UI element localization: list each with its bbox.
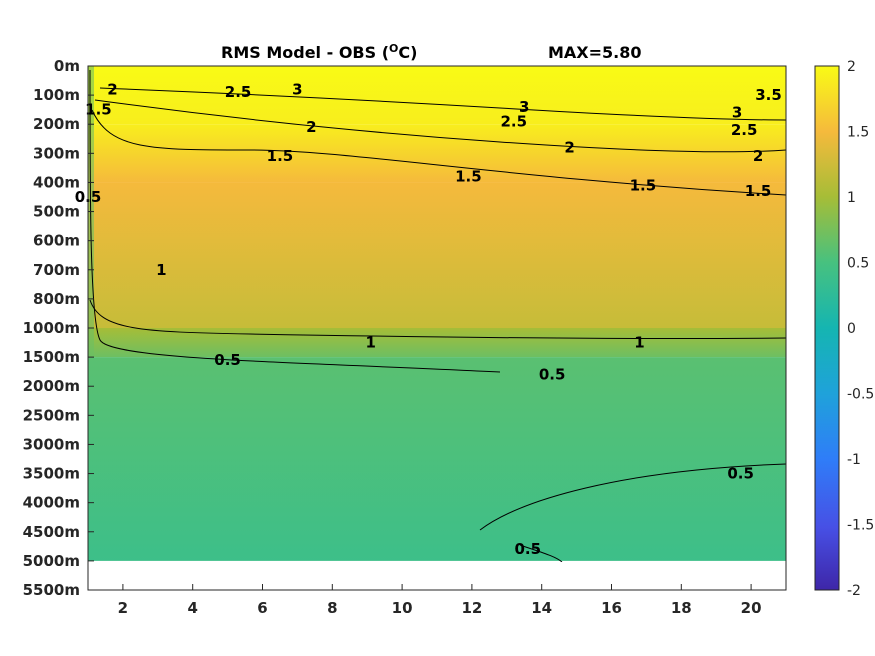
x-tick-label: 18 — [671, 599, 692, 617]
y-tick-label: 1000m — [23, 319, 80, 337]
contour-label: 2 — [753, 147, 763, 165]
contour-label: 1.5 — [455, 168, 482, 186]
max-label: MAX=5.80 — [548, 43, 642, 62]
y-axis: 0m 100m 200m 300m 400m 500m 600m 700m 800m 1000m 1… — [23, 57, 94, 599]
contour-label: 1.5 — [267, 147, 294, 165]
x-tick-label: 2 — [118, 599, 128, 617]
contour-label: 1 — [634, 334, 644, 352]
chart-title: RMS Model - OBS (OC) — [221, 42, 417, 62]
contour-1-5 — [91, 109, 786, 196]
y-tick-label: 500m — [33, 203, 80, 221]
x-axis: 2 4 6 8 10 12 14 16 18 20 — [118, 584, 762, 617]
y-tick-label: 100m — [33, 86, 80, 104]
contour-label: 2 — [564, 139, 574, 157]
contour-label: 1.5 — [85, 101, 112, 119]
contour-label: 3 — [732, 104, 742, 122]
x-tick-label: 4 — [187, 599, 197, 617]
colorbar-tick-label: 0 — [847, 321, 856, 337]
contour-label: 1.5 — [745, 182, 772, 200]
contour-1-top — [89, 299, 786, 340]
x-tick-label: 12 — [461, 599, 482, 617]
x-tick-label: 16 — [601, 599, 622, 617]
contour-lines — [89, 69, 786, 562]
heatmap-band — [88, 182, 786, 328]
contour-label: 3.5 — [755, 86, 782, 104]
contour-label: 3 — [519, 98, 529, 116]
contour-label: 2 — [107, 80, 117, 98]
y-tick-label: 2500m — [23, 406, 80, 424]
x-tick-label: 10 — [392, 599, 413, 617]
y-tick-label: 5500m — [23, 581, 80, 599]
colorbar-tick-label: 1.5 — [847, 125, 869, 141]
colorbar-tick-label: 1 — [847, 190, 856, 206]
x-tick-label: 20 — [741, 599, 762, 617]
heatmap-band — [88, 357, 786, 561]
x-tick-label: 8 — [327, 599, 337, 617]
y-tick-label: 800m — [33, 290, 80, 308]
contour-label: 2.5 — [500, 112, 527, 130]
contour-label: 0.5 — [514, 540, 541, 558]
x-tick-label: 14 — [531, 599, 552, 617]
colorbar-tick-label: -2 — [847, 583, 861, 599]
y-tick-label: 600m — [33, 232, 80, 250]
heatmap-band — [88, 66, 786, 125]
title-unit-sup: O — [389, 42, 398, 55]
colorbar-tick-label: -0.5 — [847, 387, 874, 403]
contour-0-5-upper — [89, 69, 501, 373]
contour-2 — [94, 99, 786, 153]
y-tick-label: 5000m — [23, 552, 80, 570]
y-tick-label: 3500m — [23, 465, 80, 483]
contour-label: 0.5 — [539, 366, 566, 384]
contour-label: 1 — [156, 261, 166, 279]
y-tick-label: 700m — [33, 261, 80, 279]
y-tick-label: 2000m — [23, 377, 80, 395]
contour-label: 2 — [306, 118, 316, 136]
colorbar-tick-label: -1 — [847, 452, 861, 468]
contour-label: 1.5 — [630, 176, 657, 194]
colorbar — [814, 65, 840, 591]
y-tick-label: 0m — [54, 57, 80, 75]
x-tick-label: 6 — [257, 599, 267, 617]
colorbar-ticks: 2 1.5 1 0.5 0 -0.5 -1 -1.5 -2 — [847, 59, 874, 599]
contour-2-5 — [99, 87, 786, 121]
y-tick-label: 1500m — [23, 348, 80, 366]
contour-label: 1 — [365, 334, 375, 352]
heatmap-field — [88, 66, 786, 561]
contour-0-5-lower — [479, 463, 786, 531]
contour-labels: 2.5 332.5 33.52.522 21.51.5 1.5 1.51 10.50.50.… — [75, 80, 782, 558]
colorbar-tick-label: -1.5 — [847, 518, 874, 534]
colorbar-tick-label: 0.5 — [847, 256, 869, 272]
contour-label: 3 — [292, 80, 302, 98]
y-tick-label: 4500m — [23, 523, 80, 541]
contour-label: 0.5 — [727, 465, 754, 483]
contour-label: 2.5 — [225, 83, 252, 101]
y-tick-label: 300m — [33, 144, 80, 162]
contour-0-5-bottom — [519, 544, 563, 562]
contour-label: 2.5 — [731, 121, 758, 139]
colorbar-tick-label: 2 — [847, 59, 856, 75]
y-tick-label: 400m — [33, 173, 80, 191]
contour-label: 0.5 — [214, 351, 241, 369]
y-tick-label: 4000m — [23, 494, 80, 512]
y-tick-label: 3000m — [23, 435, 80, 453]
y-tick-label: 200m — [33, 115, 80, 133]
heatmap-band — [88, 124, 786, 183]
